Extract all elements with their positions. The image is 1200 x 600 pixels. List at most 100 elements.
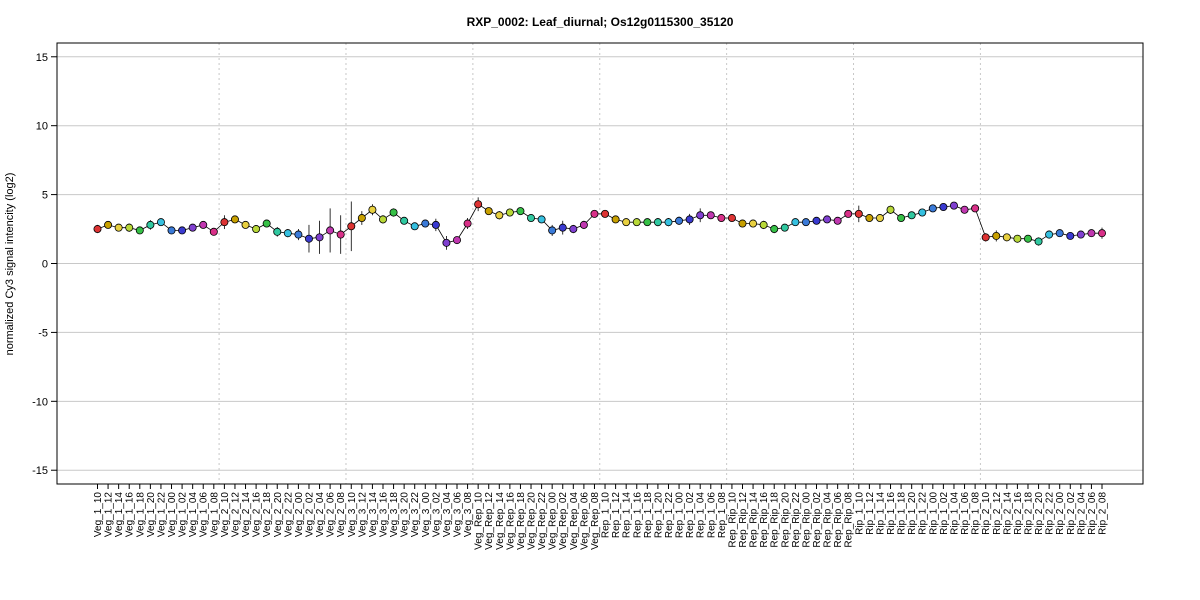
data-point [886, 205, 895, 214]
data-point [146, 220, 155, 229]
x-tick-label: Veg_1_02 [178, 492, 189, 537]
x-tick-label: Veg_2_08 [336, 492, 347, 537]
x-tick-label: Rip_1_02 [939, 492, 950, 535]
x-tick-label: Veg_Rep_14 [495, 492, 506, 550]
data-point [643, 218, 652, 227]
data-point [1066, 231, 1075, 240]
x-tick-label: Rip_2_00 [1055, 492, 1066, 535]
data-point [622, 218, 631, 227]
x-tick-label: Rep_1_04 [696, 492, 707, 539]
x-tick-label: Rep_Rip_02 [812, 492, 823, 548]
y-tick-label: -10 [32, 396, 48, 408]
data-point [949, 201, 958, 210]
x-tick-label: Rep_1_20 [653, 492, 664, 539]
data-point [93, 225, 102, 234]
data-point [1087, 229, 1096, 238]
x-tick-label: Veg_Rep_04 [569, 492, 580, 550]
x-tick-label: Rep_Rip_12 [738, 492, 749, 548]
x-tick-label: Rip_2_06 [1087, 492, 1098, 535]
x-tick-label: Rip_2_02 [1066, 492, 1077, 535]
data-point [220, 218, 229, 227]
data-point [717, 214, 726, 223]
data-point [1055, 229, 1064, 238]
data-point [558, 223, 567, 232]
x-tick-label: Rip_2_18 [1023, 492, 1034, 535]
data-point [495, 211, 504, 220]
data-point [590, 209, 599, 218]
x-tick-label: Veg_Rep_10 [474, 492, 485, 550]
data-point [833, 216, 842, 225]
data-point [548, 226, 557, 235]
data-point [1098, 229, 1107, 238]
plot-frame [56, 42, 1144, 485]
data-point [431, 220, 440, 229]
x-tick-label: Veg_2_02 [304, 492, 315, 537]
data-point [780, 223, 789, 232]
data-point [104, 220, 113, 229]
data-point [727, 214, 736, 223]
y-axis-label: normalized Cy3 signal intencity (log2) [4, 173, 16, 356]
data-point [230, 215, 239, 224]
x-tick-label: Veg_Rep_08 [590, 492, 601, 550]
x-tick-label: Veg_3_22 [410, 492, 421, 537]
x-tick-label: Rep_1_18 [643, 492, 654, 539]
x-tick-label: Veg_2_04 [315, 492, 326, 537]
x-tick-label: Veg_Rep_12 [484, 492, 495, 550]
x-tick-label: Veg_3_12 [357, 492, 368, 537]
x-tick-label: Rip_2_20 [1034, 492, 1045, 535]
x-tick-label: Veg_Rep_02 [558, 492, 569, 550]
x-tick-label: Veg_3_04 [442, 492, 453, 537]
x-tick-label: Rip_1_20 [907, 492, 918, 535]
x-tick-label: Veg_3_18 [389, 492, 400, 537]
x-tick-label: Rep_Rip_04 [823, 492, 834, 548]
data-point [865, 214, 874, 223]
data-point [696, 211, 705, 220]
data-point [971, 204, 980, 213]
x-tick-label: Rep_Rip_10 [727, 492, 738, 548]
y-tick-label: 15 [36, 52, 48, 64]
x-tick-label: Rip_1_06 [960, 492, 971, 535]
data-point [907, 211, 916, 220]
data-point [442, 238, 451, 247]
x-tick-label: Rip_2_22 [1045, 492, 1056, 535]
x-tick-label: Rep_1_14 [622, 492, 633, 539]
data-point [1013, 234, 1022, 243]
data-point [453, 236, 462, 245]
x-tick-label: Veg_1_10 [93, 492, 104, 537]
x-tick-label: Rep_Rip_18 [770, 492, 781, 548]
data-point [1023, 234, 1032, 243]
x-tick-label: Rep_1_22 [664, 492, 675, 539]
x-tick-label: Rep_Rip_14 [749, 492, 760, 548]
data-point [125, 223, 134, 232]
x-tick-label: Rip_1_10 [854, 492, 865, 535]
x-tick-label: Veg_Rep_22 [537, 492, 548, 550]
data-point [209, 227, 218, 236]
data-point [823, 215, 832, 224]
x-tick-label: Veg_2_16 [252, 492, 263, 537]
x-axis: Veg_1_10 Veg_1_12 Veg_1_14 Veg_1_16 Veg_1_18… [93, 484, 1109, 550]
x-tick-label: Rep_1_02 [685, 492, 696, 539]
x-tick-label: Rip_2_08 [1098, 492, 1109, 535]
x-tick-label: Veg_3_10 [347, 492, 358, 537]
data-point [1034, 237, 1043, 246]
data-point [664, 218, 673, 227]
x-tick-label: Veg_2_10 [220, 492, 231, 537]
data-points [93, 200, 1107, 247]
x-tick-label: Veg_2_12 [230, 492, 241, 537]
data-point [474, 200, 483, 209]
data-point [389, 208, 398, 217]
x-tick-label: Veg_2_14 [241, 492, 252, 537]
data-point [854, 209, 863, 218]
data-point [992, 231, 1001, 240]
data-point [262, 219, 271, 228]
x-tick-label: Rep_1_00 [675, 492, 686, 539]
data-point [675, 216, 684, 225]
x-tick-label: Veg_1_20 [146, 492, 157, 537]
x-tick-label: Veg_Rep_00 [548, 492, 559, 550]
data-point [738, 219, 747, 228]
data-point [897, 214, 906, 223]
x-tick-label: Veg_3_20 [400, 492, 411, 537]
x-tick-label: Rip_1_00 [928, 492, 939, 535]
data-point [611, 215, 620, 224]
x-tick-label: Veg_3_00 [421, 492, 432, 537]
